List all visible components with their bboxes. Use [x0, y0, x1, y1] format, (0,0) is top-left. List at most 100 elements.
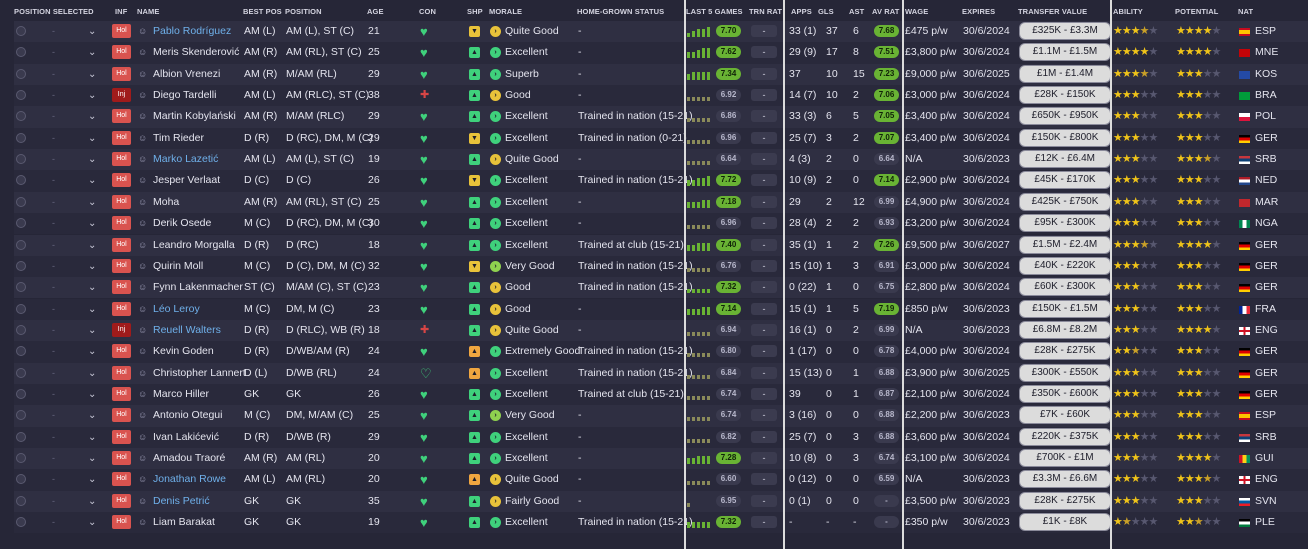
table-row[interactable]: - ⌄ Hol ☺ Fynn Lakenmacher ST (C) M/AM (C), ST… [14, 277, 1308, 299]
table-row[interactable]: - ⌄ Inj ☺ Reuell Walters D (R) D (RLC), WB (R)… [14, 319, 1308, 342]
transfer-value[interactable]: £28K - £275K [1020, 343, 1110, 360]
transfer-value[interactable]: £28K - £150K [1020, 87, 1110, 104]
select-checkbox[interactable] [16, 90, 26, 101]
info-badge[interactable]: Hol [112, 472, 131, 487]
transfer-value[interactable]: £1M - £1.4M [1020, 65, 1110, 82]
col-ability[interactable]: ABILITY [1113, 7, 1143, 16]
transfer-value[interactable]: £45K - £170K [1020, 172, 1110, 189]
chevron-down-icon[interactable]: ⌄ [88, 68, 97, 80]
player-name[interactable]: Marco Hiller [153, 387, 210, 400]
player-name[interactable]: Pablo Rodríguez [153, 25, 232, 37]
player-name[interactable]: Kevin Goden [153, 345, 214, 358]
transfer-value[interactable]: £350K - £600K [1020, 385, 1110, 402]
table-row[interactable]: - ⌄ Hol ☺ Denis Petrić GK GK 35 ♥ ▲ › Fairly Good -6… [14, 490, 1308, 512]
table-row[interactable]: - ⌄ Hol ☺ Antonio Otegui M (C) DM, M/AM (C) 25 ♥… [14, 405, 1308, 427]
chevron-down-icon[interactable]: ⌄ [88, 346, 97, 358]
col-wage[interactable]: WAGE [905, 7, 929, 16]
chevron-down-icon[interactable]: ⌄ [88, 154, 97, 166]
transfer-value[interactable]: £650K - £950K [1020, 108, 1110, 125]
col-transfer-value[interactable]: TRANSFER VALUE [1018, 7, 1088, 16]
table-row[interactable]: - ⌄ Hol ☺ Christopher Lannert D (L) D/WB (RL) 2… [14, 362, 1308, 384]
table-row[interactable]: - ⌄ Hol ☺ Léo Leroy M (C) DM, M (C) 23 ♥ ▲ › Good -7… [14, 298, 1308, 320]
table-row[interactable]: - ⌄ Hol ☺ Kevin Goden D (R) D/WB/AM (R) 24 ♥ ▲ › Ex… [14, 341, 1308, 363]
chevron-down-icon[interactable]: ⌄ [88, 47, 97, 59]
player-name[interactable]: Jonathan Rowe [153, 473, 226, 486]
chevron-down-icon[interactable]: ⌄ [88, 303, 97, 315]
select-checkbox[interactable] [16, 260, 26, 271]
player-name[interactable]: Meris Skenderović [153, 46, 240, 59]
chevron-down-icon[interactable]: ⌄ [88, 282, 97, 294]
player-name[interactable]: Leandro Morgalla [153, 238, 235, 251]
info-badge[interactable]: Hol [112, 365, 131, 380]
transfer-value[interactable]: £300K - £550K [1020, 364, 1110, 381]
chevron-down-icon[interactable]: ⌄ [88, 410, 97, 422]
chevron-down-icon[interactable]: ⌄ [88, 495, 97, 507]
chevron-down-icon[interactable]: ⌄ [88, 239, 97, 251]
transfer-value[interactable]: £12K - £6.4M [1020, 151, 1110, 168]
chevron-down-icon[interactable]: ⌄ [88, 324, 97, 336]
select-checkbox[interactable] [16, 388, 26, 399]
select-checkbox[interactable] [16, 282, 26, 293]
info-badge[interactable]: Hol [112, 45, 131, 60]
transfer-value[interactable]: £40K - £220K [1020, 257, 1110, 274]
info-badge[interactable]: Inj [112, 322, 131, 337]
table-row[interactable]: - ⌄ Hol ☺ Meris Skenderović AM (R) AM (RL), ST… [14, 42, 1308, 64]
col-nat[interactable]: NAT [1238, 7, 1254, 16]
table-row[interactable]: - ⌄ Hol ☺ Liam Barakat GK GK 19 ♥ ▲ › Excellent Trai… [14, 512, 1308, 534]
col-age[interactable]: AGE [367, 7, 384, 16]
col-name[interactable]: NAME [137, 7, 160, 16]
chevron-down-icon[interactable]: ⌄ [88, 367, 97, 379]
transfer-value[interactable]: £220K - £375K [1020, 428, 1110, 445]
col-con[interactable]: CON [419, 7, 436, 16]
player-name[interactable]: Diego Tardelli [153, 89, 217, 102]
info-badge[interactable]: Hol [112, 194, 131, 209]
player-name[interactable]: Ivan Lakićević [153, 430, 219, 443]
chevron-down-icon[interactable]: ⌄ [88, 175, 97, 187]
player-name[interactable]: Tim Rieder [153, 131, 204, 144]
player-name[interactable]: Martin Kobylański [153, 110, 236, 123]
info-badge[interactable]: Hol [112, 216, 131, 231]
transfer-value[interactable]: £425K - £750K [1020, 193, 1110, 210]
table-row[interactable]: - ⌄ Hol ☺ Albion Vrenezi AM (R) M/AM (RL) 29 ♥ ▲ ›… [14, 63, 1308, 85]
transfer-value[interactable]: £7K - £60K [1020, 407, 1110, 424]
select-checkbox[interactable] [16, 495, 26, 506]
table-row[interactable]: - ⌄ Hol ☺ Leandro Morgalla D (R) D (RC) 18 ♥ ▲ › Ex… [14, 234, 1308, 256]
info-badge[interactable]: Hol [112, 301, 131, 316]
select-checkbox[interactable] [16, 517, 26, 528]
select-checkbox[interactable] [16, 132, 26, 143]
select-checkbox[interactable] [16, 196, 26, 207]
player-name[interactable]: Albion Vrenezi [153, 67, 221, 80]
select-checkbox[interactable] [16, 410, 26, 421]
col-inf[interactable]: INF [115, 7, 128, 16]
player-name[interactable]: Amadou Traoré [153, 452, 226, 464]
col-position-selected[interactable]: POSITION SELECTED [14, 7, 94, 16]
table-row[interactable]: - ⌄ Hol ☺ Marco Hiller GK GK 26 ♥ ▲ › Excellent Trai… [14, 383, 1308, 406]
info-badge[interactable]: Hol [112, 66, 131, 81]
table-row[interactable]: - ⌄ Hol ☺ Tim Rieder D (R) D (RC), DM, M (C) 29… [14, 127, 1308, 150]
table-row[interactable]: - ⌄ Hol ☺ Quirin Moll M (C) D (C), DM, M (C) 32… [14, 255, 1308, 278]
player-name[interactable]: Derik Osede [153, 217, 212, 230]
player-name[interactable]: Denis Petrić [153, 494, 210, 507]
transfer-value[interactable]: £325K - £3.3M [1020, 23, 1110, 39]
col-position[interactable]: POSITION [285, 7, 322, 16]
col-ast[interactable]: AST [849, 7, 865, 16]
info-badge[interactable]: Hol [112, 130, 131, 145]
chevron-down-icon[interactable]: ⌄ [88, 218, 97, 230]
player-name[interactable]: Marko Lazetić [153, 153, 219, 166]
select-checkbox[interactable] [16, 111, 26, 122]
col-morale[interactable]: MORALE [489, 7, 523, 16]
chevron-down-icon[interactable]: ⌄ [88, 431, 97, 443]
info-badge[interactable]: Hol [112, 173, 131, 188]
info-badge[interactable]: Hol [112, 408, 131, 423]
chevron-down-icon[interactable]: ⌄ [88, 90, 97, 102]
col-potential[interactable]: POTENTIAL [1175, 7, 1219, 16]
chevron-down-icon[interactable]: ⌄ [88, 517, 97, 529]
table-row[interactable]: - ⌄ Hol ☺ Derik Osede M (C) D (RC), DM, M (C) 3… [14, 213, 1308, 235]
transfer-value[interactable]: £60K - £300K [1020, 279, 1110, 296]
transfer-value[interactable]: £1.5M - £2.4M [1020, 236, 1110, 253]
transfer-value[interactable]: £700K - £1M [1020, 450, 1110, 466]
table-row[interactable]: - ⌄ Hol ☺ Marko Lazetić AM (L) AM (L), ST (C) 1… [14, 149, 1308, 171]
col-best-pos[interactable]: BEST POS [243, 7, 282, 16]
player-name[interactable]: Liam Barakat [153, 516, 215, 529]
select-checkbox[interactable] [16, 346, 26, 357]
